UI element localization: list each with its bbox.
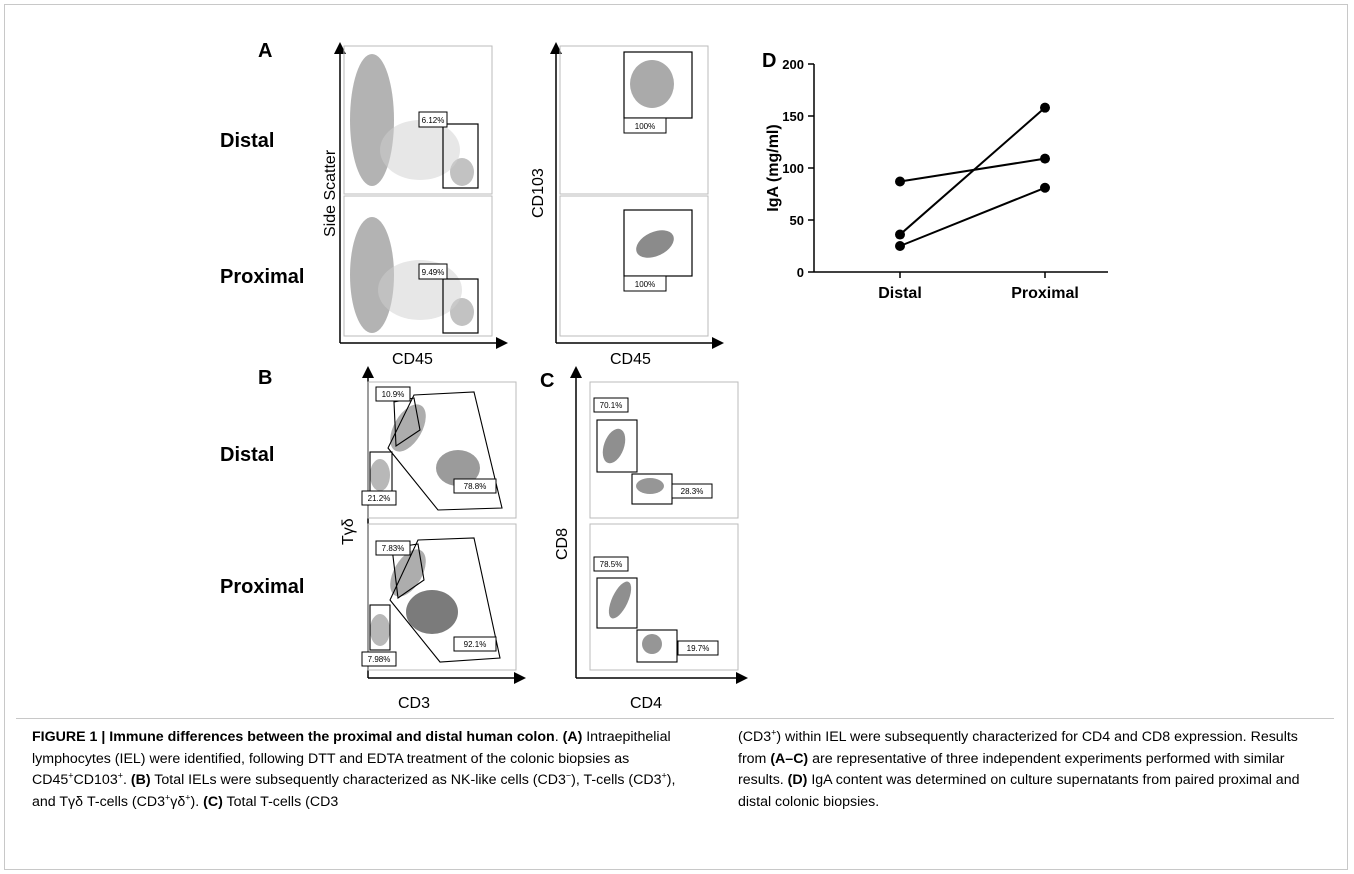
data-point (1040, 153, 1050, 164)
figure-caption-left: FIGURE 1 | Immune differences between th… (32, 729, 676, 810)
data-point (895, 241, 905, 251)
caption-divider (16, 718, 1334, 719)
y-tick-label: 0 (797, 265, 804, 280)
x-tick-label: Distal (878, 285, 922, 302)
iga-y-label: IgA (mg/ml) (765, 124, 782, 211)
y-tick-label: 100 (782, 161, 804, 176)
x-tick-label: Proximal (1011, 285, 1079, 302)
data-point (895, 229, 905, 240)
axis-title-cd4: CD4 (630, 695, 663, 712)
y-tick-label: 150 (782, 109, 804, 124)
axis-title-cd45-right: CD45 (610, 351, 651, 368)
row-label-distal-b: Distal (220, 444, 275, 466)
axis-title-cd3: CD3 (398, 695, 431, 712)
axis-title-cd45-left: CD45 (392, 351, 433, 368)
series-line-2 (899, 106, 1046, 236)
figure-caption-right: (CD3+) within IEL were subsequently char… (738, 727, 1300, 810)
row-label-distal-a: Distal (220, 130, 275, 152)
data-point (1040, 182, 1050, 193)
panel-letter-a: A (258, 40, 273, 62)
data-point (1040, 102, 1050, 113)
panel-letter-c: C (540, 370, 555, 392)
series-line-3 (899, 186, 1046, 247)
caption-label: FIGURE 1 | Immune differences between th… (32, 729, 555, 745)
data-point (895, 176, 905, 187)
panel-letter-d: D (762, 50, 777, 72)
panel-letter-b: B (258, 367, 273, 389)
row-label-proximal-b: Proximal (220, 576, 305, 598)
y-tick-label: 50 (790, 213, 804, 228)
row-label-proximal-a: Proximal (220, 266, 305, 288)
y-tick-label: 200 (782, 57, 804, 72)
